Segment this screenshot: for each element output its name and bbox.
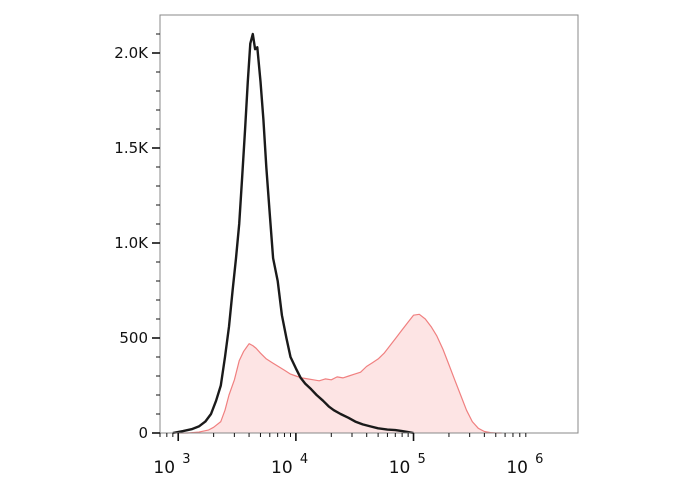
x-tick-exponent: 5 (418, 452, 426, 467)
y-axis: 0 500 1.0K 1.5K 2.0K (114, 33, 160, 442)
y-tick-label: 1.0K (114, 234, 149, 252)
x-tick-label: 10 (153, 458, 175, 478)
x-tick-label: 10 (271, 458, 293, 478)
series-1-line (172, 32, 414, 435)
x-tick-exponent: 4 (300, 452, 308, 467)
y-tick-label: 500 (119, 329, 148, 347)
y-tick-label: 1.5K (114, 139, 149, 157)
series-layer (172, 32, 502, 435)
x-tick-exponent: 6 (535, 452, 543, 467)
y-tick-label: 2.0K (114, 44, 149, 62)
series-0-fill (172, 314, 502, 433)
x-tick-label: 10 (389, 458, 411, 478)
x-axis: 10 3 10 4 10 5 10 6 (153, 433, 543, 478)
y-tick-label: 0 (138, 424, 148, 442)
series-0-outline (172, 313, 502, 434)
x-tick-exponent: 3 (182, 452, 190, 467)
x-tick-label: 10 (506, 458, 528, 478)
